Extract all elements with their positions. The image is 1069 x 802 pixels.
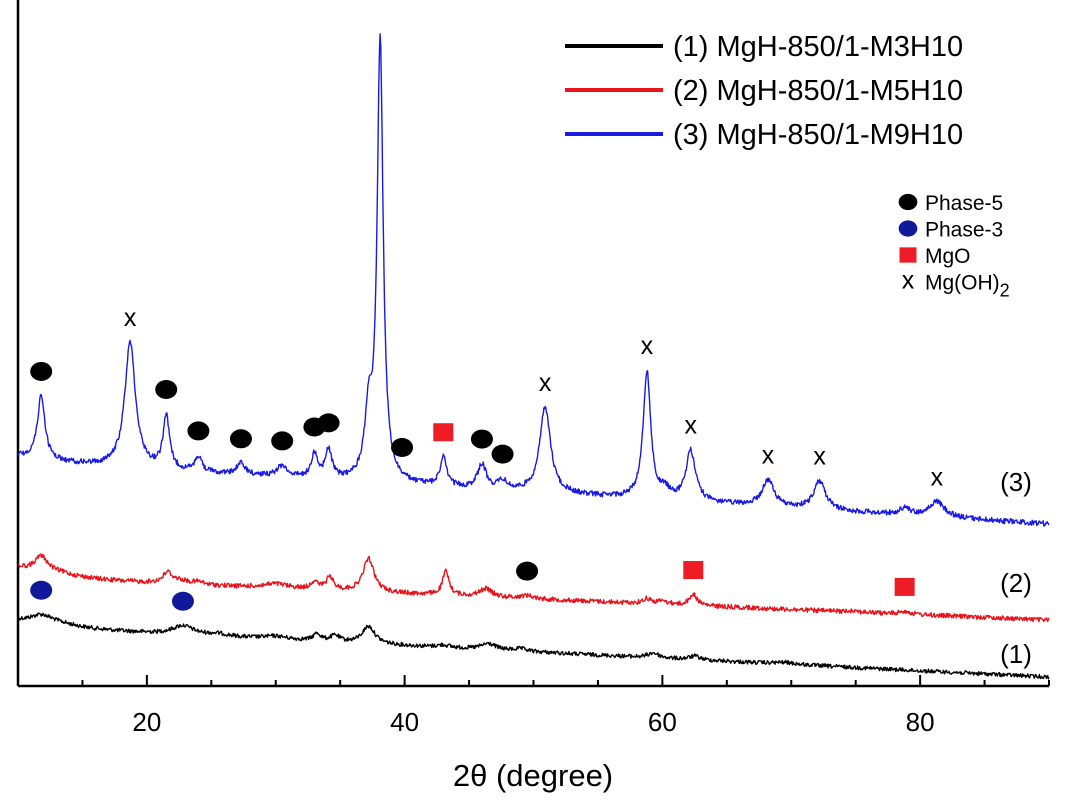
x-ticks <box>17 675 1050 686</box>
annotation-black-circle-marker <box>155 379 178 399</box>
series-line-2 <box>17 553 1050 623</box>
phase-legend-red-square-icon <box>899 247 917 263</box>
series-legend: (1) MgH-850/1-M3H10 (2) MgH-850/1-M5H10 (3… <box>565 31 963 151</box>
phase-legend-label-main: Phase-3 <box>925 219 1003 242</box>
annotation-x-marker: x <box>539 369 552 397</box>
x-tick-label: 20 <box>132 707 161 737</box>
x-tick-label: 80 <box>906 707 935 737</box>
curve-label-1: (1) <box>1000 639 1032 669</box>
series-line-1 <box>17 612 1050 680</box>
annotation-red-square-marker <box>683 561 704 580</box>
x-tick-label: 60 <box>648 707 677 737</box>
annotation-black-circle-marker <box>229 429 252 449</box>
legend-label-1: (1) MgH-850/1-M3H10 <box>673 31 963 63</box>
annotation-blue-circle-marker <box>171 591 194 611</box>
phase-legend-label-main: Phase-5 <box>925 192 1003 215</box>
x-tick-labels: 20 40 60 80 <box>132 707 934 737</box>
annotation-x-marker: x <box>641 332 654 360</box>
annotation-x-marker: x <box>684 412 697 440</box>
x-axis-title: 2θ (degree) <box>453 758 613 793</box>
annotation-black-circle-marker <box>391 437 414 457</box>
annotation-black-circle-marker <box>516 561 539 581</box>
annotation-black-circle-marker <box>317 413 340 433</box>
annotation-x-marker: x <box>813 443 826 471</box>
phase-legend-label: Mg(OH)2 <box>925 272 1010 301</box>
annotation-black-circle-marker <box>271 431 294 451</box>
annotation-x-marker: x <box>762 441 775 469</box>
annotation-red-square-marker <box>894 577 915 596</box>
phase-legend-label: Phase-3 <box>925 219 1003 242</box>
annotation-black-circle-marker <box>187 421 210 441</box>
phase-legend: Phase-5 Phase-3 MgO x Mg(OH)2 <box>898 192 1010 301</box>
annotation-x-marker: x <box>931 463 944 491</box>
series-layer <box>17 33 1050 680</box>
curve-label-3: (3) <box>1000 467 1032 497</box>
series-line-3 <box>17 33 1050 527</box>
curve-label-2: (2) <box>1000 568 1032 598</box>
x-tick-label: 40 <box>390 707 419 737</box>
annotation-black-circle-marker <box>491 444 514 464</box>
phase-legend-x-icon: x <box>902 266 915 294</box>
annotation-x-marker: x <box>124 304 137 332</box>
annotation-blue-circle-marker <box>30 580 53 600</box>
legend-label-3: (3) MgH-850/1-M9H10 <box>673 119 963 151</box>
phase-legend-label: MgO <box>925 245 971 268</box>
phase-legend-label: Phase-5 <box>925 192 1003 215</box>
annotation-red-square-marker <box>433 423 454 442</box>
phase-legend-label-main: Mg(OH) <box>925 272 1000 295</box>
annotation-layer: x x x x x x x <box>30 304 944 611</box>
annotation-black-circle-marker <box>470 429 493 449</box>
phase-legend-label-subscript: 2 <box>1000 281 1010 301</box>
phase-legend-label-main: MgO <box>925 245 971 268</box>
annotation-black-circle-marker <box>30 361 53 381</box>
phase-legend-black-circle-icon <box>898 193 918 211</box>
phase-legend-blue-circle-icon <box>898 220 918 237</box>
legend-label-2: (2) MgH-850/1-M5H10 <box>673 75 963 107</box>
curve-labels: (1) (2) (3) <box>1000 467 1032 669</box>
